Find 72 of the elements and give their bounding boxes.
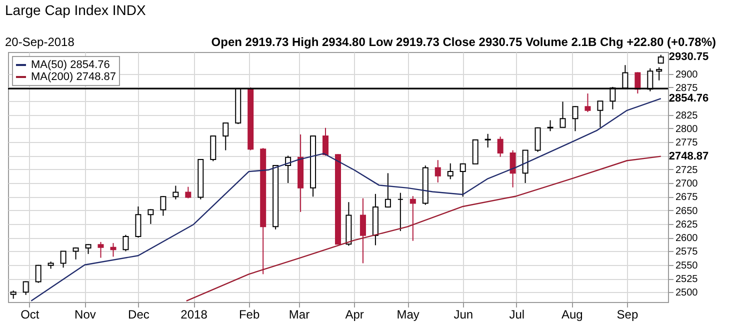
candlestick (522, 150, 528, 184)
y-tick-label: 2875 (676, 82, 698, 94)
y-tick-label: 2600 (676, 233, 698, 244)
candlestick (497, 136, 504, 158)
y-tick-label: 2575 (676, 246, 698, 258)
candlestick (210, 135, 216, 162)
x-tick-label: Nov (74, 308, 96, 322)
y-tick-label: 2675 (676, 192, 698, 204)
candlestick (656, 66, 662, 81)
y-tick-label: 2700 (676, 178, 698, 190)
candlestick (572, 106, 578, 132)
annotation: 2854.76 (668, 92, 709, 105)
y-tick-label: 2725 (676, 164, 698, 176)
line-series (186, 156, 662, 302)
candlestick (35, 264, 42, 284)
candlestick (122, 234, 129, 252)
candlestick (60, 250, 66, 268)
x-tick-label: Feb (238, 308, 260, 322)
candlestick (460, 162, 466, 198)
candlestick (410, 196, 416, 242)
x-tick-label: Oct (20, 308, 40, 322)
x-tick-label: 2018 (180, 308, 208, 322)
x-tick-label: Apr (345, 308, 364, 322)
x-tick-label: Jul (509, 308, 525, 322)
candlestick (172, 185, 179, 200)
candlestick (135, 206, 142, 238)
x-tick-label: Mar (288, 308, 310, 322)
candlestick (360, 198, 366, 264)
y-tick-label: 2650 (676, 206, 698, 217)
candlestick (560, 101, 566, 128)
y-tick-label: 2800 (676, 124, 698, 135)
x-tick-label: Jun (454, 308, 474, 322)
candlestick (322, 127, 329, 156)
candlestick (534, 126, 541, 152)
candlestick (85, 244, 92, 254)
y-tick-label: 2500 (676, 288, 698, 299)
y-tick-label: 2825 (676, 110, 698, 122)
x-tick-label: May (396, 308, 420, 322)
x-tick-label: Aug (561, 308, 583, 322)
annotation: 2930.75 (668, 51, 709, 64)
candlestick (160, 196, 166, 216)
y-tick-label: 2775 (676, 138, 698, 149)
text: 20-Sep-2018 (5, 35, 75, 49)
candlestick (510, 150, 516, 188)
y-tick-label: 2900 (676, 69, 698, 80)
candlestick (397, 192, 404, 232)
x-tick-label: Sep (616, 308, 638, 322)
candlestick (98, 241, 104, 258)
candlestick (547, 120, 554, 132)
candlestick (22, 280, 29, 296)
candlestick (148, 208, 154, 224)
candlestick (484, 133, 491, 148)
candlestick (434, 160, 441, 183)
y-tick-label: 2550 (676, 260, 698, 272)
y-tick-label: 2625 (676, 219, 698, 230)
legend-label: MA(200) 2748.87 (31, 71, 116, 83)
candlestick (634, 72, 641, 94)
candlestick (72, 246, 79, 260)
candlestick (584, 92, 591, 113)
candlestick (447, 162, 454, 180)
y-tick-label: 2525 (676, 274, 698, 286)
line-series (30, 98, 662, 302)
candlestick (222, 122, 229, 151)
candlestick (597, 100, 604, 128)
candlestick (110, 242, 116, 258)
chart-title: Large Cap Index INDX (5, 2, 147, 18)
text: Open 2919.73 High 2934.80 Low 2919.73 Close 2930.75 Volume 2.1B Chg +22.80 (+0.78%) (211, 35, 716, 49)
annotation: 2748.87 (668, 150, 709, 162)
candlestick (384, 172, 391, 208)
candlestick (185, 186, 192, 199)
x-tick-label: Dec (128, 308, 150, 322)
legend-label: MA(50) 2854.76 (31, 59, 110, 71)
